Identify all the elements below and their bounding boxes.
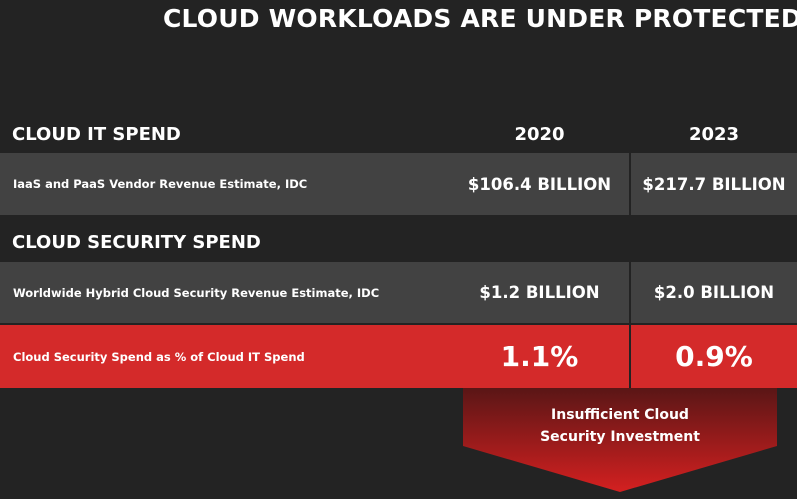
cloud-security-2023-value: $2.0 BILLION (631, 262, 797, 323)
column-divider (629, 325, 631, 388)
cloud-it-spend-heading: CLOUD IT SPEND (12, 124, 181, 145)
ratio-2020-value: 1.1% (450, 325, 629, 388)
year-2020-header: 2020 (514, 124, 565, 145)
ratio-row: Cloud Security Spend as % of Cloud IT Sp… (0, 325, 797, 388)
ratio-2023-value: 0.9% (631, 325, 797, 388)
cloud-it-2020-value: $106.4 BILLION (450, 153, 629, 215)
callout-text: Insufficient Cloud Security Investment (463, 404, 777, 448)
column-divider (629, 262, 631, 323)
column-divider (629, 153, 631, 215)
year-2023-header: 2023 (688, 124, 740, 145)
page-title: CLOUD WORKLOADS ARE UNDER PROTECTED (163, 4, 797, 33)
cloud-it-row-label: IaaS and PaaS Vendor Revenue Estimate, I… (0, 153, 450, 215)
ratio-row-label: Cloud Security Spend as % of Cloud IT Sp… (0, 325, 450, 388)
down-arrow-shape (463, 388, 777, 492)
cloud-it-spend-row: IaaS and PaaS Vendor Revenue Estimate, I… (0, 153, 797, 215)
cloud-security-2020-value: $1.2 BILLION (450, 262, 629, 323)
callout-line-2: Security Investment (540, 429, 700, 445)
cloud-security-row-label: Worldwide Hybrid Cloud Security Revenue … (0, 262, 450, 323)
insufficient-investment-callout: Insufficient Cloud Security Investment (463, 388, 777, 492)
cloud-security-spend-heading: CLOUD SECURITY SPEND (12, 232, 261, 253)
cloud-security-spend-row: Worldwide Hybrid Cloud Security Revenue … (0, 262, 797, 323)
cloud-it-2023-value: $217.7 BILLION (631, 153, 797, 215)
callout-line-1: Insufficient Cloud (551, 407, 689, 423)
